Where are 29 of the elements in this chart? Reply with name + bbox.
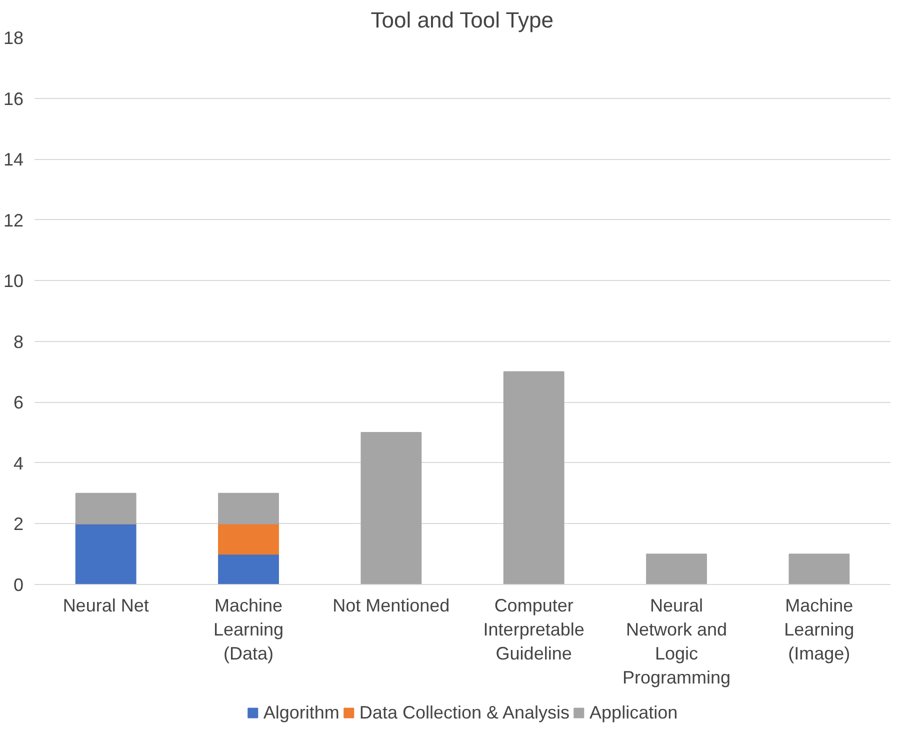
- y-tick-label: 12: [3, 210, 24, 230]
- y-tick-label: 0: [13, 575, 24, 595]
- legend-label: Algorithm: [263, 702, 340, 723]
- x-tick-label: Machine Learning (Data): [213, 596, 284, 664]
- y-tick-label: 4: [13, 453, 24, 474]
- bar: [360, 432, 422, 584]
- bar: [75, 523, 136, 584]
- bar: [788, 554, 850, 584]
- y-tick-label: 2: [13, 514, 24, 534]
- bar: [503, 371, 564, 584]
- bar: [218, 554, 279, 584]
- bar: [646, 554, 707, 584]
- bar: [218, 492, 279, 524]
- x-tick-label: Machine Learning (Image): [784, 596, 854, 664]
- x-tick-label: Not Mentioned: [332, 596, 450, 616]
- y-tick-label: 6: [13, 392, 24, 413]
- y-tick-label: 10: [3, 271, 24, 292]
- y-tick-label: 16: [3, 88, 24, 109]
- x-tick-label: Neural Net: [62, 596, 149, 616]
- y-tick-label: 14: [3, 150, 24, 170]
- chart-title: Tool and Tool Type: [370, 8, 554, 32]
- bar: [218, 523, 279, 555]
- legend-label: Application: [590, 702, 678, 723]
- legend-label: Data Collection & Analysis: [359, 702, 570, 723]
- x-tick-label: Computer Interpretable Guideline: [483, 596, 584, 664]
- y-tick-label: 18: [3, 28, 24, 48]
- bar: [75, 492, 136, 524]
- y-tick-label: 8: [13, 332, 24, 352]
- x-tick-label: Neural Network and Logic Programming: [622, 596, 731, 688]
